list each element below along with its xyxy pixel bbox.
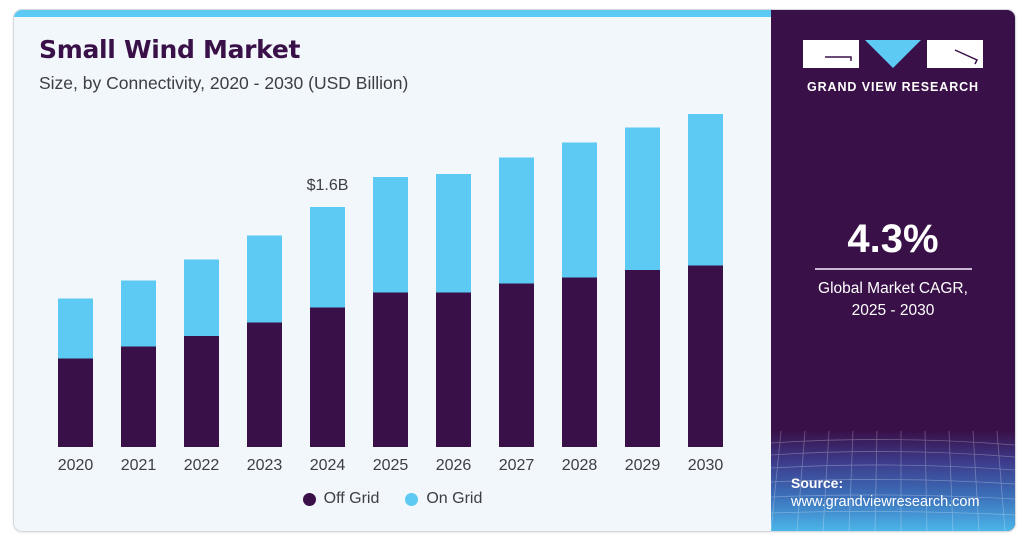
- x-tick-label-2025: 2025: [373, 457, 409, 474]
- bar-off-grid-2030: [688, 265, 723, 447]
- legend-item-on-grid: On Grid: [405, 490, 482, 508]
- x-tick-label-2027: 2027: [499, 457, 535, 474]
- bar-off-grid-2026: [436, 292, 471, 447]
- bar-off-grid-2023: [247, 322, 282, 447]
- bar-on-grid-2029: [625, 127, 660, 270]
- bar-on-grid-2022: [184, 259, 219, 336]
- x-tick-label-2024: 2024: [310, 457, 346, 474]
- legend-item-off-grid: Off Grid: [302, 490, 380, 508]
- data-label-2024: $1.6B: [307, 177, 349, 194]
- bar-on-grid-2027: [499, 157, 534, 284]
- x-tick-label-2026: 2026: [436, 457, 472, 474]
- side-panel: GRAND VIEW RESEARCH 4.3% Global Market C…: [771, 10, 1015, 531]
- cagr-label: Global Market CAGR, 2025 - 2030: [771, 278, 1015, 322]
- brand-name: GRAND VIEW RESEARCH: [807, 80, 979, 94]
- bar-on-grid-2025: [373, 177, 408, 293]
- bar-on-grid-2024: [310, 207, 345, 308]
- mesh-lines-decoration: [771, 431, 1015, 531]
- bar-on-grid-2030: [688, 114, 723, 266]
- bar-off-grid-2024: [310, 307, 345, 447]
- bar-off-grid-2027: [499, 283, 534, 447]
- x-tick-label-2029: 2029: [625, 457, 661, 474]
- bar-on-grid-2023: [247, 235, 282, 323]
- x-tick-label-2030: 2030: [688, 457, 724, 474]
- x-tick-label-2023: 2023: [247, 457, 283, 474]
- bar-off-grid-2028: [562, 277, 597, 447]
- legend-swatch-off-grid: [302, 492, 316, 506]
- bar-off-grid-2025: [373, 292, 408, 447]
- x-axis-ticks: 2020 2021 2022 2023 2024 2025 2026 2027 2028 2029…: [58, 457, 724, 474]
- bars-group: [58, 114, 723, 447]
- chart-subtitle: Size, by Connectivity, 2020 - 2030 (USD …: [39, 73, 409, 93]
- bar-off-grid-2021: [121, 346, 156, 447]
- source-link[interactable]: www.grandviewresearch.com: [791, 494, 980, 510]
- bar-off-grid-2029: [625, 270, 660, 447]
- bar-chart: 2020 2021 2022 2023 2024 2025 2026 2027 2028 2029…: [58, 114, 724, 474]
- accent-top-bar: [14, 10, 771, 17]
- x-tick-label-2028: 2028: [562, 457, 598, 474]
- legend-label-off-grid: Off Grid: [323, 490, 380, 507]
- chart-title: Small Wind Market: [39, 35, 301, 64]
- bar-off-grid-2022: [184, 336, 219, 447]
- bar-on-grid-2020: [58, 298, 93, 359]
- legend-swatch-on-grid: [405, 492, 419, 506]
- divider: [815, 268, 972, 270]
- cagr-value: 4.3%: [847, 217, 939, 261]
- source-label: Source:: [791, 475, 844, 491]
- infographic-card: Small Wind Market Size, by Connectivity,…: [14, 10, 1015, 531]
- x-tick-label-2020: 2020: [58, 457, 94, 474]
- x-tick-label-2021: 2021: [121, 457, 157, 474]
- gvr-logo-icon: [803, 40, 983, 68]
- mesh-background: [771, 431, 1015, 531]
- cagr-label-line1: Global Market CAGR,: [818, 280, 968, 297]
- x-tick-label-2022: 2022: [184, 457, 220, 474]
- annotations: $1.6B: [307, 177, 349, 194]
- cagr-label-line2: 2025 - 2030: [851, 302, 935, 319]
- legend-label-on-grid: On Grid: [426, 490, 483, 507]
- bar-on-grid-2028: [562, 142, 597, 278]
- bar-on-grid-2021: [121, 280, 156, 347]
- legend: Off Grid On Grid: [14, 490, 771, 508]
- bar-on-grid-2026: [436, 174, 471, 293]
- bar-off-grid-2020: [58, 358, 93, 447]
